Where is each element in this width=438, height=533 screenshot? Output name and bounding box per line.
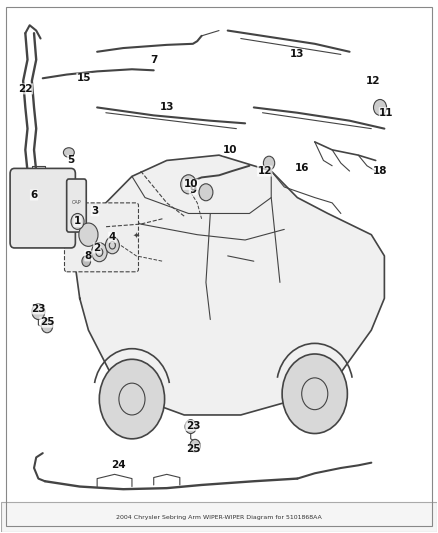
Circle shape bbox=[79, 223, 98, 246]
Polygon shape bbox=[75, 155, 385, 415]
Circle shape bbox=[99, 359, 165, 439]
Text: 2004 Chrysler Sebring Arm WIPER-WIPER Diagram for 5101868AA: 2004 Chrysler Sebring Arm WIPER-WIPER Di… bbox=[116, 515, 322, 520]
Text: 18: 18 bbox=[373, 166, 387, 176]
Circle shape bbox=[282, 354, 347, 433]
Circle shape bbox=[199, 184, 213, 201]
Circle shape bbox=[92, 243, 107, 262]
Text: 10: 10 bbox=[184, 179, 198, 189]
Text: 6: 6 bbox=[30, 190, 38, 200]
Text: 16: 16 bbox=[294, 164, 309, 173]
Text: 15: 15 bbox=[77, 73, 92, 83]
Text: 3: 3 bbox=[92, 206, 99, 216]
Text: 23: 23 bbox=[186, 421, 200, 431]
Circle shape bbox=[32, 304, 45, 319]
Text: 25: 25 bbox=[186, 445, 200, 455]
Text: 8: 8 bbox=[85, 251, 92, 261]
Text: 1: 1 bbox=[74, 216, 81, 227]
Circle shape bbox=[263, 156, 275, 170]
Text: 13: 13 bbox=[290, 50, 304, 59]
Text: 22: 22 bbox=[18, 84, 32, 94]
FancyBboxPatch shape bbox=[10, 168, 75, 248]
Circle shape bbox=[71, 214, 84, 229]
FancyBboxPatch shape bbox=[67, 179, 86, 232]
Text: 2: 2 bbox=[93, 243, 101, 253]
Text: 9: 9 bbox=[189, 184, 197, 195]
Circle shape bbox=[106, 237, 119, 254]
Text: 25: 25 bbox=[40, 317, 54, 327]
Circle shape bbox=[374, 100, 387, 115]
Circle shape bbox=[190, 439, 200, 452]
Circle shape bbox=[82, 256, 91, 266]
Circle shape bbox=[42, 319, 53, 333]
Text: 10: 10 bbox=[223, 145, 237, 155]
Text: 13: 13 bbox=[159, 102, 174, 112]
Text: ✦: ✦ bbox=[133, 230, 140, 239]
Text: 12: 12 bbox=[258, 166, 272, 176]
Ellipse shape bbox=[64, 148, 74, 157]
FancyBboxPatch shape bbox=[1, 503, 437, 531]
Text: 4: 4 bbox=[109, 232, 116, 243]
Text: 11: 11 bbox=[379, 108, 394, 118]
Text: 7: 7 bbox=[150, 55, 157, 64]
Circle shape bbox=[185, 419, 196, 433]
Text: 12: 12 bbox=[366, 76, 381, 86]
Text: CAP: CAP bbox=[71, 200, 81, 205]
Text: 5: 5 bbox=[67, 156, 74, 165]
FancyBboxPatch shape bbox=[64, 203, 138, 272]
Text: 24: 24 bbox=[112, 461, 126, 470]
Text: 23: 23 bbox=[31, 304, 46, 314]
Circle shape bbox=[181, 175, 196, 194]
